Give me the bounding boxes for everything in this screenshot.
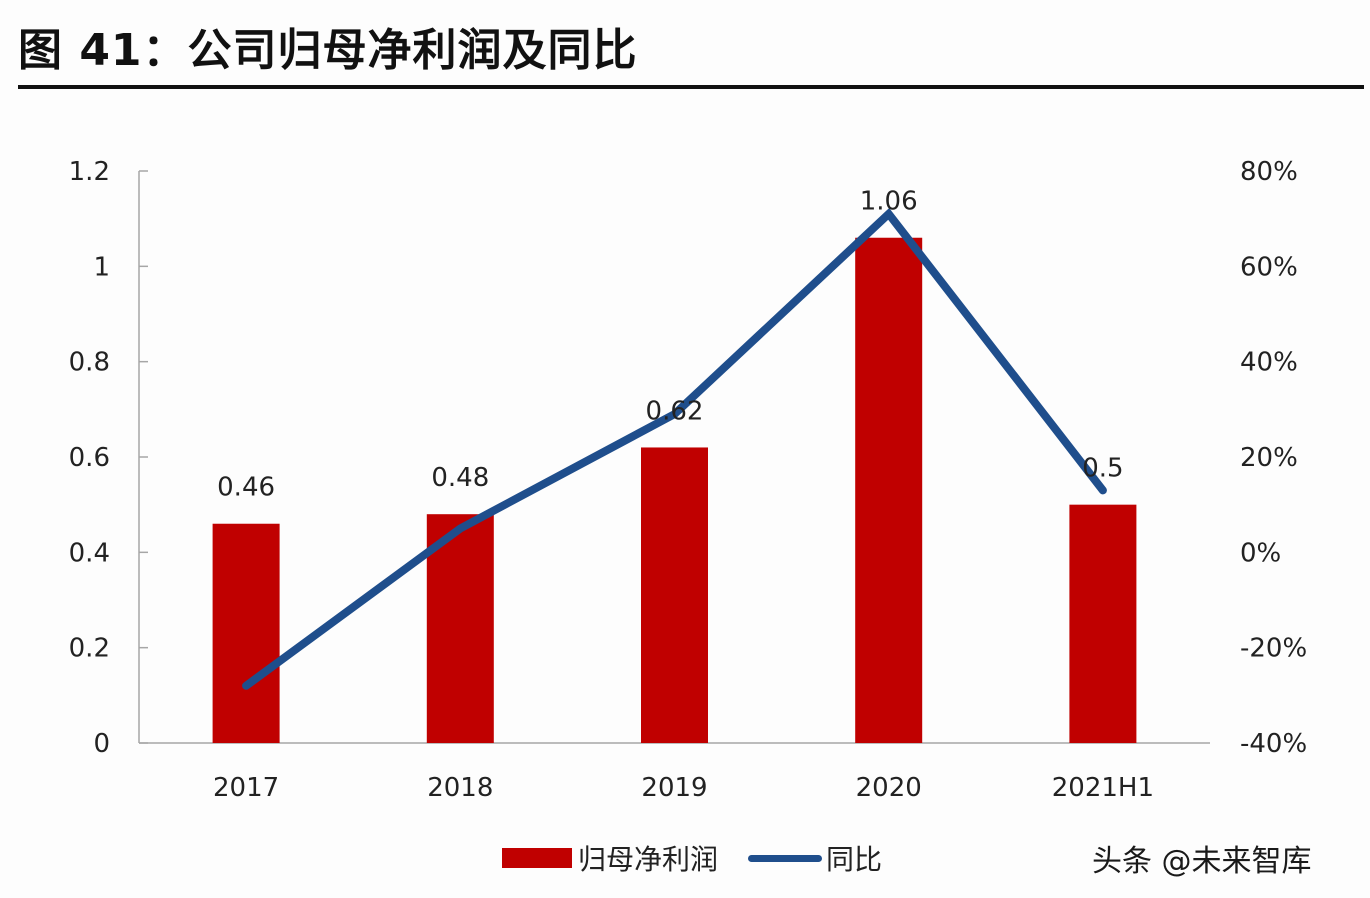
y-right-tick-label: 60% xyxy=(1240,252,1298,282)
y-right-tick-label: -40% xyxy=(1240,729,1307,759)
y-left-tick-label: 1.2 xyxy=(69,157,110,187)
axes: 0 0.2 0.4 0.6 0.8 1 1.2 -40% -20% 0% 20% 40% 60% 80% 2… xyxy=(69,157,1308,803)
bar-2021H1 xyxy=(1069,504,1137,743)
x-tick-label: 2017 xyxy=(213,773,279,803)
x-tick-label: 2021H1 xyxy=(1052,773,1154,803)
y-left-tick-label: 0 xyxy=(93,729,110,759)
legend-bar-label: 归母净利润 xyxy=(578,843,719,876)
bar-2019 xyxy=(641,447,708,743)
bar-data-label: 1.06 xyxy=(860,187,918,217)
y-right-tick-label: 80% xyxy=(1240,157,1298,187)
bar-data-label: 0.62 xyxy=(646,396,704,426)
y-right-tick-label: -20% xyxy=(1240,634,1307,664)
y-left-tick-label: 1 xyxy=(93,252,110,282)
y-left-tick-label: 0.8 xyxy=(69,348,110,378)
y-left-tick-label: 0.4 xyxy=(69,538,110,568)
bar-data-label: 0.46 xyxy=(217,473,275,503)
bar-2017 xyxy=(212,523,280,743)
legend-bar-swatch xyxy=(502,848,572,868)
legend-line-swatch xyxy=(748,854,823,862)
y-right-tick-label: 20% xyxy=(1240,443,1298,473)
bar-2018 xyxy=(426,514,494,743)
legend: 归母净利润 同比 xyxy=(502,838,882,878)
bar-data-label: 0.48 xyxy=(431,463,489,493)
y-left-tick-label: 0.2 xyxy=(69,634,110,664)
bar-2020 xyxy=(855,237,923,743)
y-left-tick-label: 0.6 xyxy=(69,443,110,473)
title-rule xyxy=(18,85,1364,89)
watermark: 头条 @未来智库 xyxy=(1092,844,1312,879)
bars xyxy=(212,237,1137,743)
x-tick-label: 2019 xyxy=(641,773,707,803)
y-right-tick-label: 0% xyxy=(1240,538,1281,568)
y-right-tick-label: 40% xyxy=(1240,348,1298,378)
line-series xyxy=(242,207,1107,690)
bar-data-label: 0.5 xyxy=(1082,454,1123,484)
chart-title: 图 41：公司归母净利润及同比 xyxy=(18,25,638,76)
x-tick-label: 2020 xyxy=(856,773,922,803)
x-tick-label: 2018 xyxy=(427,773,493,803)
legend-line-label: 同比 xyxy=(826,843,883,876)
data-labels: 0.46 0.48 0.62 1.06 0.5 xyxy=(217,187,1123,503)
